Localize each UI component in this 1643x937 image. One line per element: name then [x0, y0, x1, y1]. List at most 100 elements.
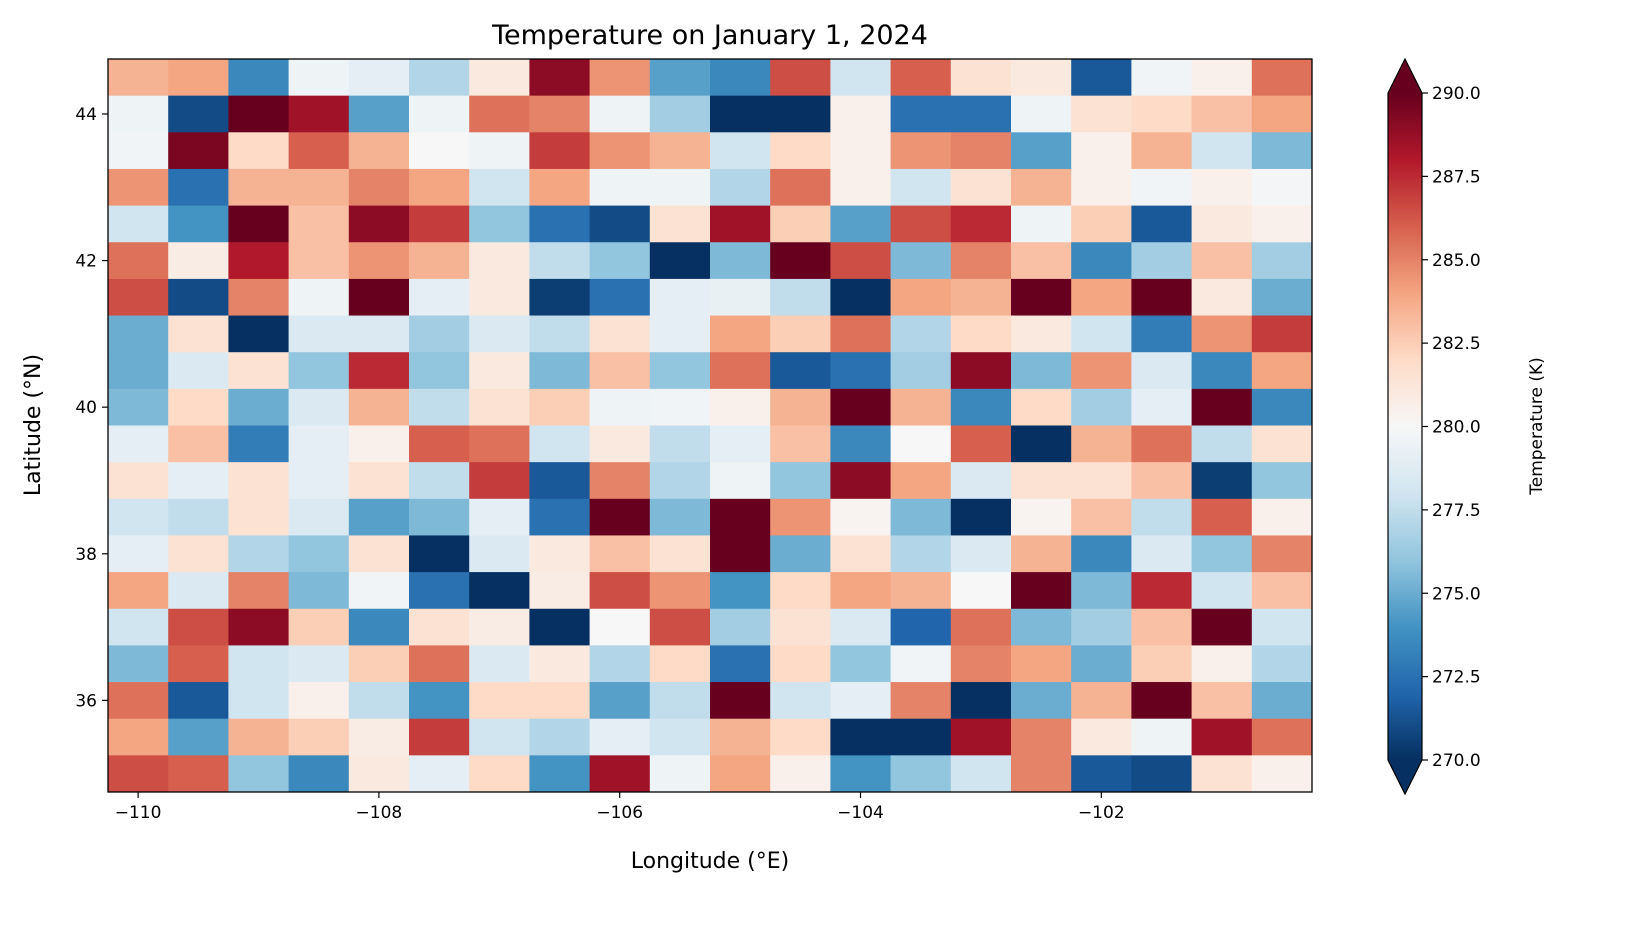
heatmap-cell — [1071, 278, 1132, 317]
heatmap-cell — [770, 608, 831, 646]
heatmap-cell — [1071, 315, 1132, 353]
x-tick-label: −110 — [115, 803, 162, 823]
heatmap-cell — [1251, 645, 1313, 683]
heatmap-cell — [168, 755, 229, 793]
heatmap-cell — [950, 755, 1012, 793]
colorbar: 270.0 272.5 275.0 277.5 280.0 282.5 285.0 287.5… — [1387, 57, 1547, 796]
heatmap-cell — [1071, 645, 1132, 683]
heatmap-cell — [589, 315, 651, 353]
heatmap-cell — [649, 168, 711, 207]
heatmap-cell — [1011, 388, 1072, 426]
heatmap-cell — [589, 755, 651, 793]
heatmap-cell — [228, 645, 290, 683]
heatmap-cell — [1191, 168, 1253, 207]
heatmap-cell — [168, 205, 229, 243]
heatmap-cell — [1131, 388, 1193, 426]
heatmap-cell — [890, 315, 952, 353]
heatmap-cell — [228, 132, 290, 170]
heatmap-cell — [168, 462, 229, 500]
heatmap-cell — [830, 315, 892, 353]
heatmap-cell — [529, 95, 591, 133]
heatmap-cell — [228, 425, 290, 463]
heatmap-cell — [589, 608, 651, 646]
heatmap-cell — [409, 645, 470, 683]
colorbar-tick-label: 282.5 — [1432, 334, 1481, 354]
heatmap-cell — [950, 205, 1012, 243]
heatmap-cell — [288, 755, 350, 793]
heatmap-cell — [589, 718, 651, 756]
heatmap-cell — [348, 572, 410, 610]
heatmap-cell — [469, 242, 530, 280]
heatmap-cell — [168, 352, 229, 390]
heatmap-cell — [1191, 59, 1253, 97]
heatmap-cell — [710, 572, 771, 610]
heatmap-cell — [1251, 498, 1313, 536]
heatmap-cell — [348, 718, 410, 756]
heatmap-cell — [649, 718, 711, 756]
heatmap-cell — [950, 352, 1012, 390]
heatmap-cell — [1191, 755, 1253, 793]
heatmap-cell — [950, 535, 1012, 573]
heatmap-cell — [950, 95, 1012, 133]
heatmap-cell — [228, 572, 290, 610]
heatmap-cell — [770, 682, 831, 720]
heatmap-cell — [649, 278, 711, 317]
heatmap-cell — [1191, 718, 1253, 756]
heatmap-cell — [1191, 95, 1253, 133]
heatmap-cell — [589, 682, 651, 720]
heatmap-cell — [168, 425, 229, 463]
x-tick-label: −104 — [837, 803, 884, 823]
heatmap-cell — [108, 718, 169, 756]
heatmap-cell — [1251, 168, 1313, 207]
heatmap-cell — [830, 352, 892, 390]
heatmap-cell — [288, 682, 350, 720]
heatmap-cell — [830, 608, 892, 646]
heatmap-cell — [1131, 608, 1193, 646]
heatmap-cell — [950, 168, 1012, 207]
heatmap-cell — [770, 278, 831, 317]
heatmap-cell — [649, 242, 711, 280]
heatmap-cell — [348, 535, 410, 573]
heatmap-cell — [890, 682, 952, 720]
heatmap-cell — [409, 278, 470, 317]
heatmap-cell — [710, 315, 771, 353]
heatmap-cell — [1011, 462, 1072, 500]
heatmap-cell — [469, 462, 530, 500]
heatmap-cell — [288, 388, 350, 426]
heatmap-cell — [950, 682, 1012, 720]
heatmap-cell — [228, 682, 290, 720]
heatmap-cell — [288, 645, 350, 683]
x-tick-label: −102 — [1078, 803, 1125, 823]
heatmap-cell — [649, 59, 711, 97]
heatmap-cell — [168, 608, 229, 646]
heatmap-cell — [1131, 498, 1193, 536]
heatmap-cell — [770, 755, 831, 793]
heatmap-cell — [1011, 572, 1072, 610]
heatmap-cell — [890, 168, 952, 207]
colorbar-ticks: 270.0 272.5 275.0 277.5 280.0 282.5 285.0 287.5… — [1422, 84, 1481, 771]
heatmap-cell — [1251, 388, 1313, 426]
heatmap-cell — [1071, 205, 1132, 243]
heatmap-cell — [409, 755, 470, 793]
heatmap-cell — [770, 498, 831, 536]
heatmap-cell — [108, 132, 169, 170]
heatmap-cell — [770, 315, 831, 353]
heatmap-cell — [1071, 682, 1132, 720]
heatmap-cell — [1071, 572, 1132, 610]
heatmap-cell — [1071, 168, 1132, 207]
heatmap-cell — [288, 205, 350, 243]
heatmap-cell — [288, 425, 350, 463]
heatmap-cell — [529, 315, 591, 353]
heatmap-cell — [890, 718, 952, 756]
heatmap-cell — [168, 132, 229, 170]
heatmap-cell — [228, 352, 290, 390]
heatmap-cell — [950, 425, 1012, 463]
heatmap-cell — [589, 572, 651, 610]
heatmap-cell — [770, 242, 831, 280]
heatmap-cell — [348, 242, 410, 280]
heatmap-cell — [469, 352, 530, 390]
colorbar-label: Temperature (K) — [1527, 357, 1547, 496]
heatmap-cell — [1071, 132, 1132, 170]
colorbar-extend-min — [1388, 760, 1422, 794]
